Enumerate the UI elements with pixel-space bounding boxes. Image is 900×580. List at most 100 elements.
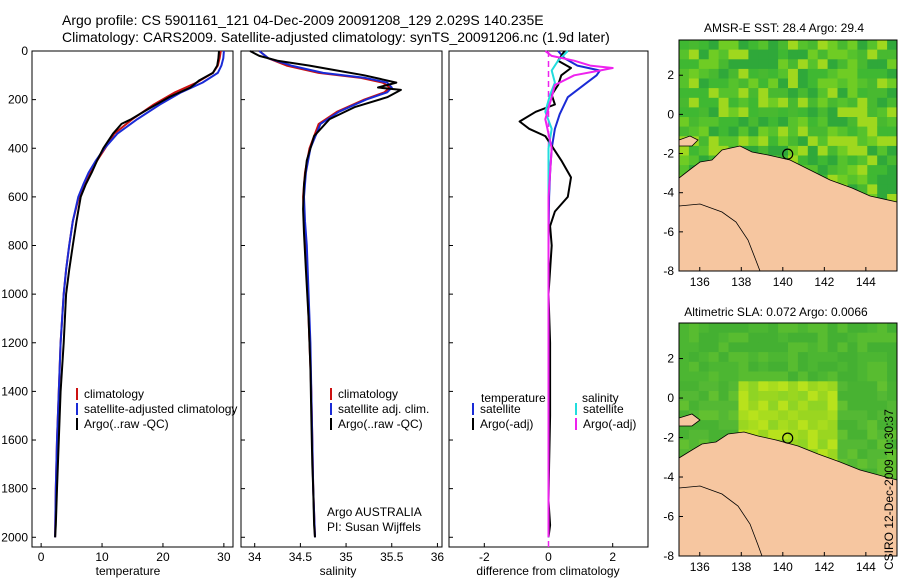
sla-map-cell — [679, 371, 690, 382]
sst-map-cell — [679, 117, 690, 128]
sla-map-cell — [887, 449, 897, 460]
difference-series-salinity-argo-adj- — [544, 50, 614, 538]
sla-map-cell — [867, 429, 878, 441]
sla-map-cell — [837, 410, 848, 421]
sla-map-cell — [679, 361, 690, 373]
sst-map-cell — [679, 165, 690, 176]
temperature-xlabel: temperature — [96, 564, 161, 578]
sla-map-cell — [788, 323, 799, 334]
sla-map-cell — [738, 352, 749, 363]
sla-map-frame — [678, 322, 898, 557]
sla-map-cell — [877, 371, 888, 382]
sla-map-cell — [788, 410, 799, 421]
sst-map-cell — [778, 59, 789, 70]
sla-map-xtick-label: 142 — [814, 560, 834, 574]
sst-map-cell — [817, 145, 829, 157]
sst-map-cell — [778, 136, 789, 147]
sla-map-cell — [867, 410, 878, 421]
sla-map-cell — [857, 449, 868, 460]
sst-map-cell — [827, 117, 839, 128]
sst-map-cell — [778, 117, 789, 128]
sla-map-title: Altimetric SLA: 0.072 Argo: 0.0066 — [684, 305, 868, 319]
sla-map-land-island — [679, 413, 701, 427]
sst-map-cell — [807, 88, 819, 99]
sst-map-cell — [788, 97, 799, 108]
sla-map-cell — [718, 361, 730, 373]
sla-map-cell — [867, 439, 878, 450]
sst-map-cell — [748, 107, 759, 118]
sla-map-cell — [827, 410, 839, 421]
sla-map-cell — [887, 352, 897, 363]
sst-map-cell — [748, 78, 759, 89]
sst-map-cell — [877, 88, 888, 99]
sla-map-cell — [847, 352, 858, 363]
sst-map-cell — [847, 145, 858, 157]
sla-map-cell — [788, 371, 799, 382]
sla-map-cell — [867, 400, 878, 411]
depth-tick-label: 1200 — [1, 336, 28, 350]
sst-map-cell — [788, 107, 799, 118]
sst-map-cell — [867, 97, 878, 108]
sst-map-cell — [748, 40, 759, 51]
sst-map-cell — [738, 107, 749, 118]
sla-map-cell — [718, 323, 730, 334]
sst-map-cell — [738, 40, 749, 51]
sst-map-cell — [827, 136, 839, 147]
sla-map-cell — [827, 420, 839, 431]
header-line-2: Climatology: CARS2009. Satellite-adjuste… — [62, 29, 610, 45]
sst-map-cell — [708, 136, 720, 147]
sla-map-cell — [758, 429, 769, 441]
sla-map-cell — [758, 400, 769, 411]
sla-map-cell — [867, 352, 878, 363]
sst-map-cell — [887, 107, 897, 118]
sla-map-cell — [867, 420, 878, 431]
sst-map-cell — [698, 88, 710, 99]
sla-map-ytick-label: -2 — [663, 431, 674, 445]
sla-map-cell — [797, 420, 809, 431]
sst-map-cell — [877, 49, 888, 60]
sst-map-cell — [867, 117, 878, 128]
sst-map-cell — [887, 88, 897, 99]
sst-map-cell — [708, 49, 720, 60]
sla-map-cell — [887, 429, 897, 441]
sst-map-cell — [758, 88, 769, 99]
sst-map-cell — [718, 126, 730, 137]
sla-map-cell — [698, 391, 710, 402]
sst-map-cell — [847, 117, 858, 128]
sla-map-cell — [768, 410, 779, 421]
sst-map-land-australia — [679, 203, 761, 271]
sla-map-cell — [827, 439, 839, 450]
sst-map-cell — [867, 68, 878, 80]
sla-map-cell — [778, 391, 789, 402]
salinity-note-1: Argo AUSTRALIA — [327, 505, 422, 519]
temperature-series-satellite-adjusted-climatology — [54, 50, 225, 538]
sla-map-cell — [817, 352, 829, 363]
sla-map-cell — [748, 361, 759, 373]
sla-map-cell — [797, 429, 809, 441]
sla-map-cell — [827, 342, 839, 353]
sst-map-cell — [887, 117, 897, 128]
sla-map-xtick-label: 140 — [773, 560, 793, 574]
sla-map-cell — [728, 381, 739, 392]
sla-map-cell — [807, 361, 819, 373]
legend-label: Argo(..raw -QC) — [84, 417, 169, 431]
difference-series-temperature-satellite — [547, 50, 601, 538]
sla-map-cell — [758, 371, 769, 382]
legend-label: satellite-adjusted climatology — [84, 402, 237, 416]
sst-map-cell — [768, 126, 779, 137]
sla-map-cell — [698, 410, 710, 421]
sla-map-cell — [807, 332, 819, 343]
sst-map-cell — [758, 107, 769, 118]
sst-map-cell — [887, 97, 897, 108]
sla-map-cell — [758, 361, 769, 373]
sla-map-cell — [867, 391, 878, 402]
sla-map-cell — [847, 400, 858, 411]
depth-tick-label: 0 — [21, 44, 28, 58]
sla-map-cell — [857, 381, 868, 392]
sst-map-cell — [867, 174, 878, 185]
sst-map-cell — [887, 174, 897, 185]
sla-map-cell — [857, 323, 868, 334]
sla-map-cell — [718, 332, 730, 343]
sst-map-cell — [797, 59, 809, 70]
sst-map-cell — [758, 117, 769, 128]
